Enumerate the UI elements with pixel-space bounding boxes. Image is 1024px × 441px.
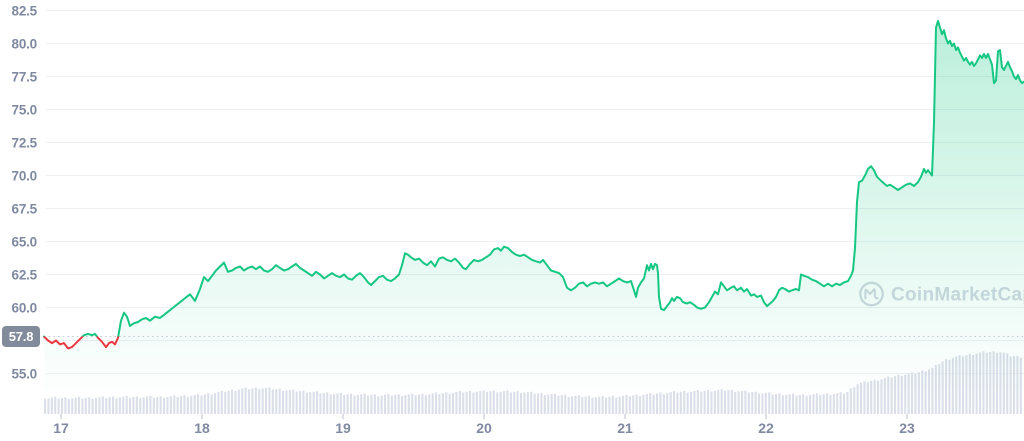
x-axis-label-18: 18 <box>194 420 210 436</box>
y-axis-label-55.0: 55.0 <box>11 365 38 381</box>
y-axis-label-67.5: 67.5 <box>11 200 38 216</box>
x-axis-label-17: 17 <box>53 420 69 436</box>
y-axis-label-82.5: 82.5 <box>11 2 38 18</box>
y-axis-label-72.5: 72.5 <box>11 134 38 150</box>
x-axis-label-21: 21 <box>617 420 633 436</box>
x-axis-ticks <box>60 414 908 419</box>
y-axis-label-60.0: 60.0 <box>11 299 38 315</box>
x-axis-label-23: 23 <box>899 420 915 436</box>
price-line-up <box>43 20 1024 337</box>
y-axis-label-70.0: 70.0 <box>11 167 38 183</box>
current-price-badge: 57.8 <box>2 326 40 347</box>
y-axis-label-62.5: 62.5 <box>11 266 38 282</box>
y-axis-label-75.0: 75.0 <box>11 101 38 117</box>
y-axis-label-80.0: 80.0 <box>11 35 38 51</box>
y-axis-label-77.5: 77.5 <box>11 68 38 84</box>
x-axis-label-22: 22 <box>758 420 774 436</box>
x-axis-label-20: 20 <box>476 420 492 436</box>
y-axis-label-65.0: 65.0 <box>11 233 38 249</box>
x-axis-label-19: 19 <box>335 420 351 436</box>
price-area-fill <box>44 21 1024 414</box>
